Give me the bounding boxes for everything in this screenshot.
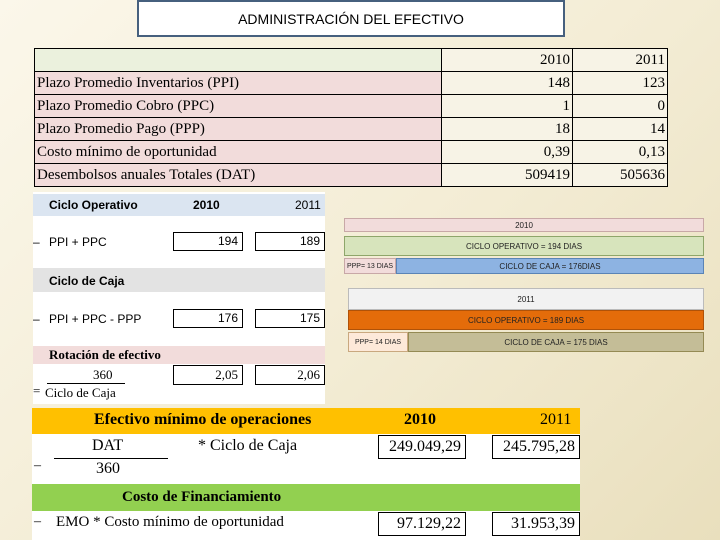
emo-2011: 245.795,28 — [492, 435, 580, 459]
efectivo-minimo-header: Efectivo mínimo de operaciones — [94, 411, 312, 428]
row-value-2010: 148 — [441, 71, 573, 95]
rotacion-numerator: 360 — [93, 367, 113, 382]
cycle-diagrams: 2010 CICLO OPERATIVO = 194 DIAS PPP= 13 … — [340, 212, 706, 354]
diagram-2011-ppp: PPP= 14 DIAS — [348, 332, 408, 352]
header-blank-cell — [34, 48, 442, 72]
cycle-calculations: Ciclo Operativo 2010 2011 – PPI + PPC 19… — [33, 192, 325, 404]
diagram-2010-year: 2010 — [344, 218, 704, 232]
diagram-2010-caja: CICLO DE CAJA = 176DIAS — [396, 258, 704, 274]
ciclo-operativo-2011: 189 — [255, 232, 325, 251]
efectivo-minimo-block: Efectivo mínimo de operaciones 2010 2011… — [32, 408, 580, 540]
financiamiento-header: Costo de Financiamiento — [122, 489, 282, 505]
diagram-2011-year: 2011 — [348, 288, 704, 310]
efectivo-minimo-header-bar: Efectivo mínimo de operaciones 2010 2011 — [32, 408, 580, 434]
row-value-2011: 505636 — [572, 163, 668, 187]
financiamiento-2010: 97.129,22 — [378, 512, 466, 536]
minus-sign: – — [34, 514, 41, 529]
diagram-2010-operativo: CICLO OPERATIVO = 194 DIAS — [344, 236, 704, 256]
ciclo-operativo-formula: PPI + PPC — [49, 235, 107, 249]
rotacion-2010: 2,05 — [173, 365, 243, 385]
header-2011: 2011 — [572, 48, 668, 72]
financiamiento-2011: 31.953,39 — [492, 512, 580, 536]
table-row: Plazo Promedio Cobro (PPC) 1 0 — [34, 94, 668, 118]
row-label: Plazo Promedio Cobro (PPC) — [34, 94, 442, 118]
row-label: Desembolsos anuales Totales (DAT) — [34, 163, 442, 187]
title-box: ADMINISTRACIÓN DEL EFECTIVO — [137, 0, 565, 37]
minus-sign: – — [34, 458, 41, 473]
diagram-2011-caja: CICLO DE CAJA = 175 DIAS — [408, 332, 704, 352]
ciclo-operativo-2010: 194 — [173, 232, 243, 251]
ciclo-caja-2011: 175 — [255, 309, 325, 328]
page-title: ADMINISTRACIÓN DEL EFECTIVO — [238, 10, 464, 27]
row-value-2010: 509419 — [441, 163, 573, 187]
ciclo-caja-2010: 176 — [173, 309, 243, 328]
rotacion-header: Rotación de efectivo — [49, 347, 161, 362]
ciclo-caja-formula: PPI + PPC - PPP — [49, 312, 142, 326]
ciclo-operativo-header: Ciclo Operativo — [49, 198, 138, 212]
emo-denominator: 360 — [96, 460, 120, 477]
table-header-row: 2010 2011 — [34, 48, 668, 72]
efectivo-minimo-year-2010: 2010 — [404, 411, 436, 428]
row-value-2011: 0 — [572, 94, 668, 118]
header-2010: 2010 — [441, 48, 573, 72]
emo-numerator: DAT — [92, 437, 124, 454]
financiamiento-header-bar: Costo de Financiamiento — [32, 484, 580, 511]
row-label: Costo mínimo de oportunidad — [34, 140, 442, 164]
ciclo-caja-header: Ciclo de Caja — [49, 274, 125, 288]
diagram-2011-operativo: CICLO OPERATIVO = 189 DIAS — [348, 310, 704, 330]
efectivo-minimo-year-2011: 2011 — [540, 411, 572, 428]
ciclo-operativo-header-bar: Ciclo Operativo 2010 2011 — [33, 194, 325, 216]
table-row: Costo mínimo de oportunidad 0,39 0,13 — [34, 140, 668, 164]
ciclo-caja-header-bar: Ciclo de Caja — [33, 268, 325, 292]
rotacion-header-bar: Rotación de efectivo — [33, 346, 325, 364]
diagram-2010-ppp: PPP= 13 DIAS — [344, 258, 396, 274]
fraction-line — [54, 458, 168, 459]
minus-sign: – — [33, 312, 40, 326]
emo-times: * Ciclo de Caja — [198, 437, 298, 454]
row-value-2011: 0,13 — [572, 140, 668, 164]
financiamiento-formula: EMO * Costo mínimo de oportunidad — [56, 514, 284, 530]
table-row: Desembolsos anuales Totales (DAT) 509419… — [34, 163, 668, 187]
row-value-2010: 0,39 — [441, 140, 573, 164]
row-value-2011: 14 — [572, 117, 668, 141]
rotacion-2011: 2,06 — [255, 365, 325, 385]
row-label: Plazo Promedio Pago (PPP) — [34, 117, 442, 141]
fraction-line — [47, 383, 125, 384]
indicators-table: 2010 2011 Plazo Promedio Inventarios (PP… — [34, 48, 668, 187]
table-row: Plazo Promedio Pago (PPP) 18 14 — [34, 117, 668, 141]
equals-sign: = — [33, 383, 41, 398]
ciclo-operativo-year-2010: 2010 — [193, 198, 220, 212]
row-value-2011: 123 — [572, 71, 668, 95]
ciclo-operativo-year-2011: 2011 — [295, 198, 321, 212]
emo-2010: 249.049,29 — [378, 435, 466, 459]
minus-sign: – — [33, 235, 40, 249]
row-value-2010: 18 — [441, 117, 573, 141]
rotacion-denominator: Ciclo de Caja — [45, 385, 116, 400]
row-label: Plazo Promedio Inventarios (PPI) — [34, 71, 442, 95]
table-row: Plazo Promedio Inventarios (PPI) 148 123 — [34, 71, 668, 95]
row-value-2010: 1 — [441, 94, 573, 118]
